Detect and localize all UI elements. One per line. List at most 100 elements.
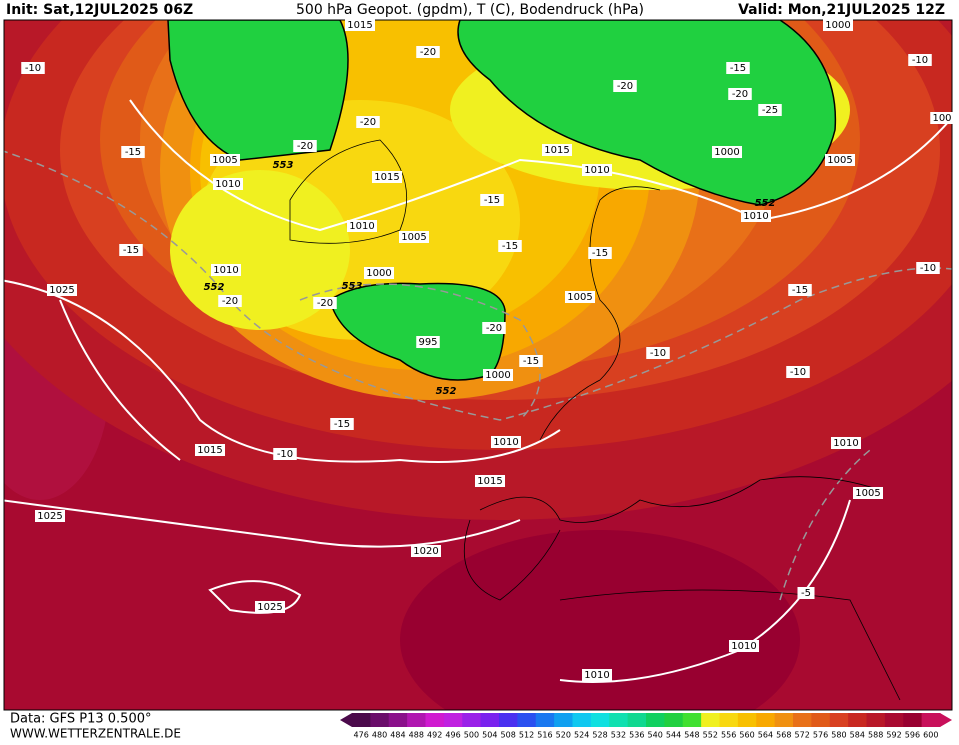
pressure-label: 1000 [366, 268, 391, 279]
label-box [930, 112, 954, 124]
pressure-label: 1010 [584, 165, 609, 176]
colorbar-label: 568 [776, 731, 791, 740]
temperature-label: -20 [617, 81, 633, 92]
colorbar-label: 588 [868, 731, 883, 740]
label-box [475, 475, 505, 487]
colorbar-swatch [609, 713, 629, 727]
label-box [726, 62, 750, 74]
colorbar-label: 496 [445, 731, 460, 740]
colorbar-swatch [462, 713, 482, 727]
pressure-label: 995 [418, 337, 437, 348]
label-box [273, 448, 297, 460]
label-box [613, 80, 637, 92]
label-box [480, 194, 504, 206]
colorbar-label: 476 [354, 731, 369, 740]
coastlines [289, 139, 901, 701]
colorbar-label: 484 [390, 731, 405, 740]
isobars [4, 99, 951, 683]
height-label: 552 [204, 282, 225, 293]
temperature-label: -20 [317, 298, 333, 309]
colorbar-swatch [829, 713, 849, 727]
colorbar-swatch [793, 713, 812, 727]
pressure-label: 1010 [743, 211, 768, 222]
colorbar-swatch [535, 713, 555, 727]
label-box [565, 291, 595, 303]
pressure-label: 1000 [825, 20, 850, 31]
colorbar-label: 580 [831, 731, 846, 740]
temperature-label: -20 [360, 117, 376, 128]
label-box [416, 336, 440, 348]
label-box [825, 154, 855, 166]
label-box [483, 369, 513, 381]
label-box [255, 601, 285, 613]
label-box [210, 154, 240, 166]
temperature-label: -20 [420, 47, 436, 58]
colorbar-label: 540 [648, 731, 663, 740]
colorbar-swatch [517, 713, 537, 727]
colorbar-swatch [682, 713, 702, 727]
colorbar-label: 556 [721, 731, 736, 740]
colorbar-swatch [774, 713, 794, 727]
label-box [498, 240, 522, 252]
colorbar-label: 512 [519, 731, 534, 740]
colorbar-swatch [590, 713, 610, 727]
colorbar-swatch [352, 713, 371, 727]
pressure-label: 1015 [347, 20, 372, 31]
temperature-label: -5 [801, 588, 811, 599]
label-box [758, 104, 782, 116]
colorbar-swatch [388, 713, 408, 727]
label-box [712, 146, 742, 158]
pressure-label: 1025 [49, 285, 74, 296]
colorbar-swatch [627, 713, 647, 727]
label-box [416, 46, 440, 58]
temperature-label: -10 [790, 367, 806, 378]
label-box [797, 587, 815, 599]
temperature-label: -15 [125, 147, 141, 158]
colorbar-label: 532 [611, 731, 626, 740]
pressure-label: 1010 [213, 265, 238, 276]
colorbar-label: 544 [666, 731, 681, 740]
height-label: 552 [436, 386, 457, 397]
colorbar-swatch [572, 713, 592, 727]
label-box [908, 54, 932, 66]
valid-time: Valid: Mon,21JUL2025 12Z [738, 2, 945, 18]
temperature-label: -15 [592, 248, 608, 259]
colorbar-swatch [554, 713, 573, 727]
label-box [345, 19, 375, 31]
colorbar-label: 480 [372, 731, 387, 740]
temperature-label: -20 [222, 296, 238, 307]
pressure-label: 1005 [827, 155, 852, 166]
colorbar-swatch [811, 713, 831, 727]
label-box [119, 244, 143, 256]
colorbar-label: 548 [684, 731, 699, 740]
pressure-label: 1025 [37, 511, 62, 522]
pressure-label: 1015 [544, 145, 569, 156]
colorbar-label: 552 [703, 731, 718, 740]
pressure-label: 1010 [215, 179, 240, 190]
data-source: Data: GFS P13 0.500° [10, 712, 152, 727]
colorbar-swatch [903, 713, 923, 727]
label-box [741, 210, 771, 222]
label-box [582, 669, 612, 681]
label-box [47, 284, 77, 296]
colorbar-label: 596 [905, 731, 920, 740]
height-label: 552 [755, 198, 776, 209]
colorbar-swatch [407, 713, 426, 727]
colorbar-label: 516 [537, 731, 552, 740]
pressure-label: 1015 [197, 445, 222, 456]
colorbar: 476 480 484 488 492 496 500 504 508 512 516 520 524 5… [340, 713, 952, 740]
pressure-label: 1015 [374, 172, 399, 183]
colorbar-swatch [499, 713, 518, 727]
label-box [853, 487, 883, 499]
pressure-label: 1025 [257, 602, 282, 613]
temperature-label: -20 [297, 141, 313, 152]
temperature-label: -20 [486, 323, 502, 334]
colorbar-label: 492 [427, 731, 442, 740]
colorbar-swatch [756, 713, 776, 727]
label-box [482, 322, 506, 334]
temperature-label: -20 [732, 89, 748, 100]
pressure-label: 1010 [584, 670, 609, 681]
label-box [728, 88, 752, 100]
